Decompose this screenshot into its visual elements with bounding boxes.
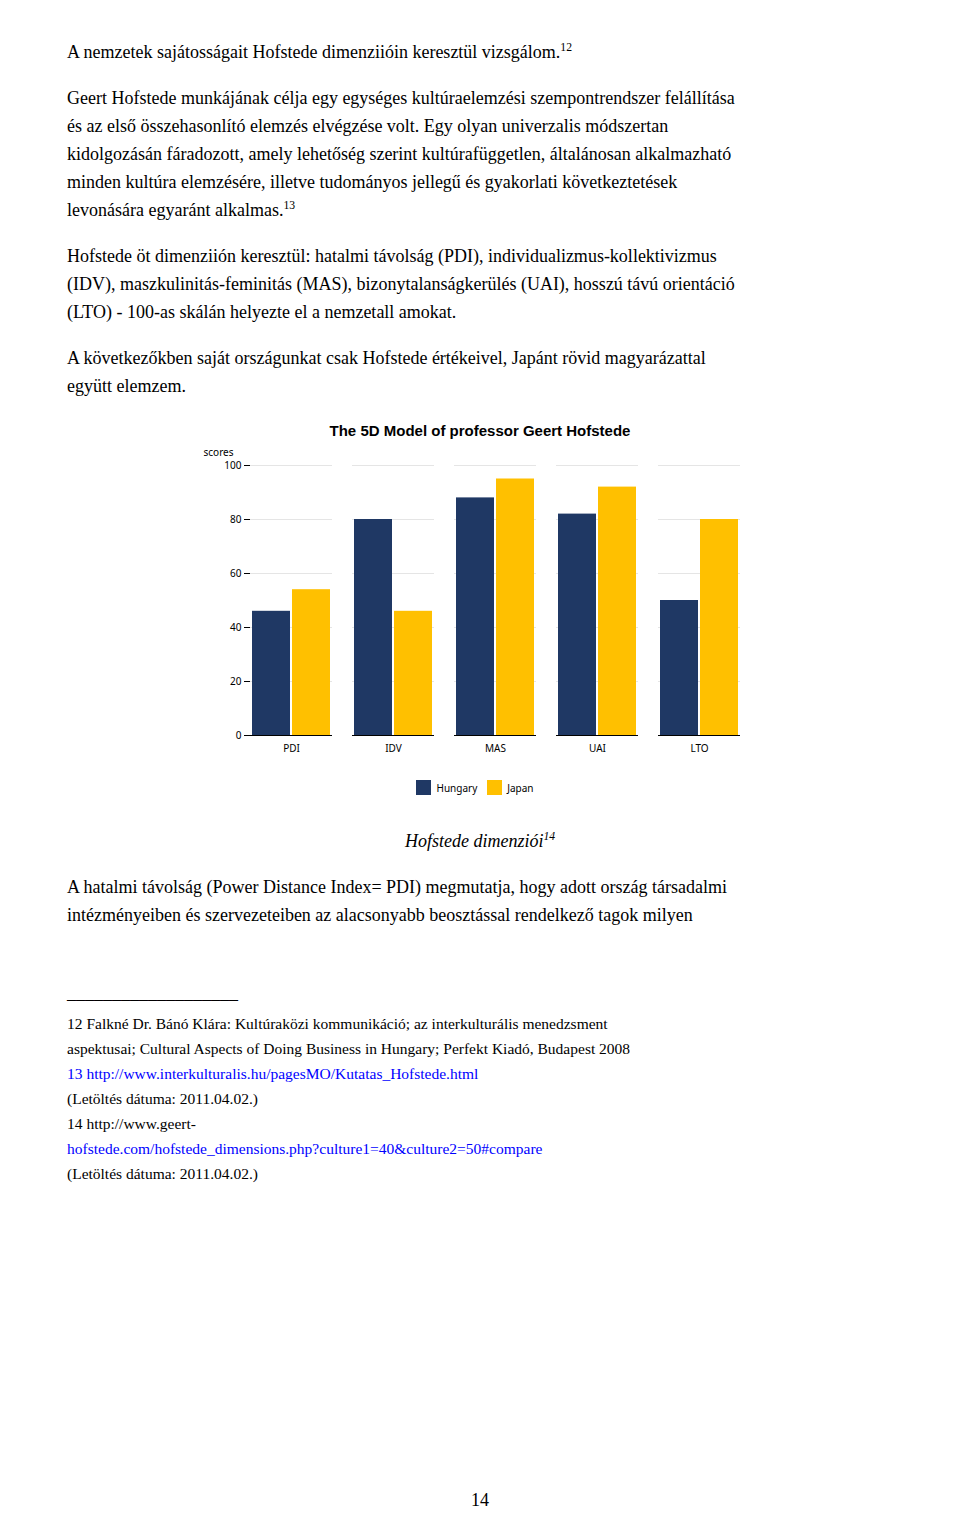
html-text:hofstede.com/hofstede_dimensio: hofstede.com/hofstede_dimensions.php?cul… <box>67 1140 543 1157</box>
svg-text:MAS: MAS <box>485 741 506 755</box>
svg-text:40: 40 <box>230 620 242 634</box>
html-text:levonására egyaránt alkalmas.1: levonására egyaránt alkalmas.13 <box>67 199 296 220</box>
html-text:Geert Hofstede munkájának célj: Geert Hofstede munkájának célja egy egys… <box>67 88 735 108</box>
html-text:és az első összehasonlító elem: és az első összehasonlító elemzés elvégz… <box>67 116 669 136</box>
svg-text:80: 80 <box>230 512 242 526</box>
html-text:12 Falkné Dr. Bánó Klára: Kult: 12 Falkné Dr. Bánó Klára: Kultúraközi ko… <box>67 1015 608 1032</box>
html-text:14: 14 <box>471 1490 489 1510</box>
html-text:A következőkben saját országun: A következőkben saját országunkat csak H… <box>67 348 706 368</box>
html-text:együtt elemzem.: együtt elemzem. <box>67 376 186 396</box>
html-text:minden kultúra elemzésére, ill: minden kultúra elemzésére, illetve tudom… <box>67 172 678 192</box>
html-text:A nemzetek sajátosságait Hofst: A nemzetek sajátosságait Hofstede dimenz… <box>67 41 572 62</box>
html-text:Japan: Japan <box>507 780 534 795</box>
svg-text:PDI: PDI <box>283 741 300 755</box>
html-text:Hungary: Hungary <box>436 780 478 795</box>
html-text:Hofstede dimenziói14: Hofstede dimenziói14 <box>404 830 556 851</box>
html-text:aspektusai; Cultural Aspects o: aspektusai; Cultural Aspects of Doing Bu… <box>67 1040 631 1057</box>
svg-text:60: 60 <box>230 566 242 580</box>
html-text:(Letöltés dátuma: 2011.04.02.): (Letöltés dátuma: 2011.04.02.) <box>67 1090 258 1107</box>
svg-text:20: 20 <box>230 674 242 688</box>
svg-text:100: 100 <box>224 458 241 472</box>
html-text:14 http://www.geert-: 14 http://www.geert- <box>67 1115 196 1132</box>
html-text:(Letöltés dátuma: 2011.04.02.): (Letöltés dátuma: 2011.04.02.) <box>67 1165 258 1182</box>
svg-text:IDV: IDV <box>385 741 402 755</box>
html-text:13 http://www.interkulturalis.: 13 http://www.interkulturalis.hu/pagesMO… <box>67 1065 479 1082</box>
svg-text:scores: scores <box>204 445 234 459</box>
html-text:A hatalmi távolság (Power Dist: A hatalmi távolság (Power Distance Index… <box>67 877 727 897</box>
html-text:(LTO) - 100-as skálán helyezte: (LTO) - 100-as skálán helyezte el a nemz… <box>67 302 457 322</box>
svg-text:LTO: LTO <box>690 741 708 755</box>
html-text:(IDV), maszkulinitás-feminitás: (IDV), maszkulinitás-feminitás (MAS), bi… <box>67 274 735 294</box>
svg-text:0: 0 <box>236 728 242 742</box>
html-text:Hofstede öt dimenziión kereszt: Hofstede öt dimenziión keresztül: hatalm… <box>67 246 717 266</box>
html-text:kidolgozásán fáradozott, amely: kidolgozásán fáradozott, amely lehetőség… <box>67 144 732 164</box>
html-text:intézményeiben és szervezeteib: intézményeiben és szervezeteiben az alac… <box>67 905 693 925</box>
svg-text:UAI: UAI <box>589 741 606 755</box>
html-text:The 5D Model of professor Geer: The 5D Model of professor Geert Hofstede <box>329 422 631 439</box>
